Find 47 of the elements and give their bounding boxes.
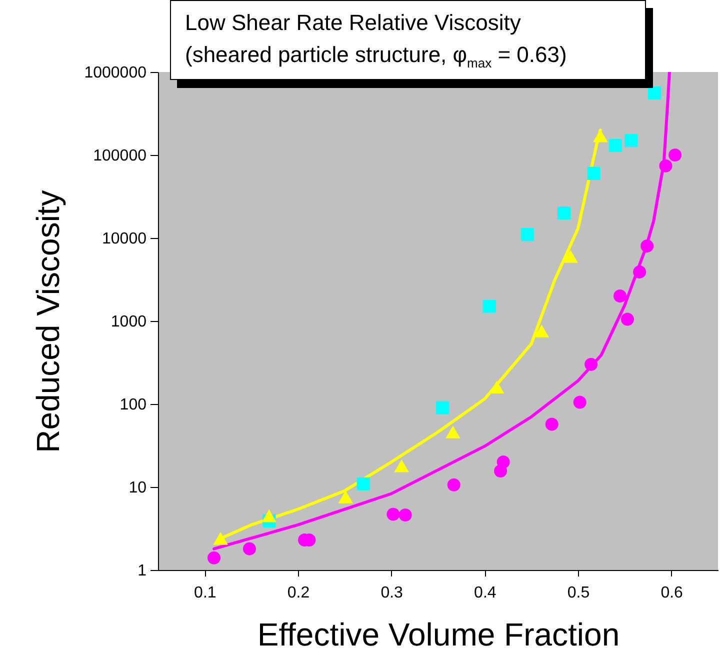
point xyxy=(563,250,578,263)
point xyxy=(587,166,600,180)
point xyxy=(356,477,370,490)
y-tick-label: 10000 xyxy=(102,230,147,248)
point xyxy=(398,508,412,522)
point xyxy=(545,418,558,431)
point xyxy=(659,159,672,172)
y-tick-label: 100 xyxy=(120,396,147,414)
point xyxy=(213,532,228,545)
point xyxy=(207,551,221,564)
point xyxy=(640,240,654,253)
y-tick-label: 1000000 xyxy=(84,64,147,82)
point xyxy=(613,290,627,303)
point xyxy=(648,86,662,100)
y-tick-label: 1000 xyxy=(110,314,147,330)
point xyxy=(242,542,256,556)
point xyxy=(573,396,586,409)
x-tick-label: 0.1 xyxy=(194,584,216,602)
point xyxy=(521,228,534,242)
y-axis-title: Reduced Viscosity xyxy=(30,190,66,453)
point xyxy=(608,139,622,152)
x-tick-label: 0.3 xyxy=(380,584,404,602)
point xyxy=(447,478,460,492)
point xyxy=(620,312,634,326)
point xyxy=(534,324,550,338)
x-tick-label: 0.6 xyxy=(660,584,684,602)
x-tick-label: 0.5 xyxy=(567,584,590,602)
point xyxy=(489,380,504,394)
point xyxy=(394,459,410,472)
point xyxy=(446,426,460,438)
point xyxy=(338,490,354,504)
point xyxy=(584,358,598,371)
point xyxy=(557,206,571,220)
point xyxy=(262,509,276,522)
point xyxy=(633,265,646,278)
point xyxy=(496,456,510,469)
x-axis-title: Effective Volume Fraction xyxy=(257,616,620,652)
point xyxy=(386,508,400,521)
y-tick-label: 1 xyxy=(138,562,147,580)
y-tick-label: 10 xyxy=(128,480,147,496)
point xyxy=(624,134,638,147)
point xyxy=(436,401,450,414)
point xyxy=(482,300,496,313)
point xyxy=(668,148,682,162)
y-tick-label: 100000 xyxy=(93,148,147,164)
x-tick-label: 0.4 xyxy=(474,584,496,602)
x-tick-label: 0.2 xyxy=(287,584,310,602)
